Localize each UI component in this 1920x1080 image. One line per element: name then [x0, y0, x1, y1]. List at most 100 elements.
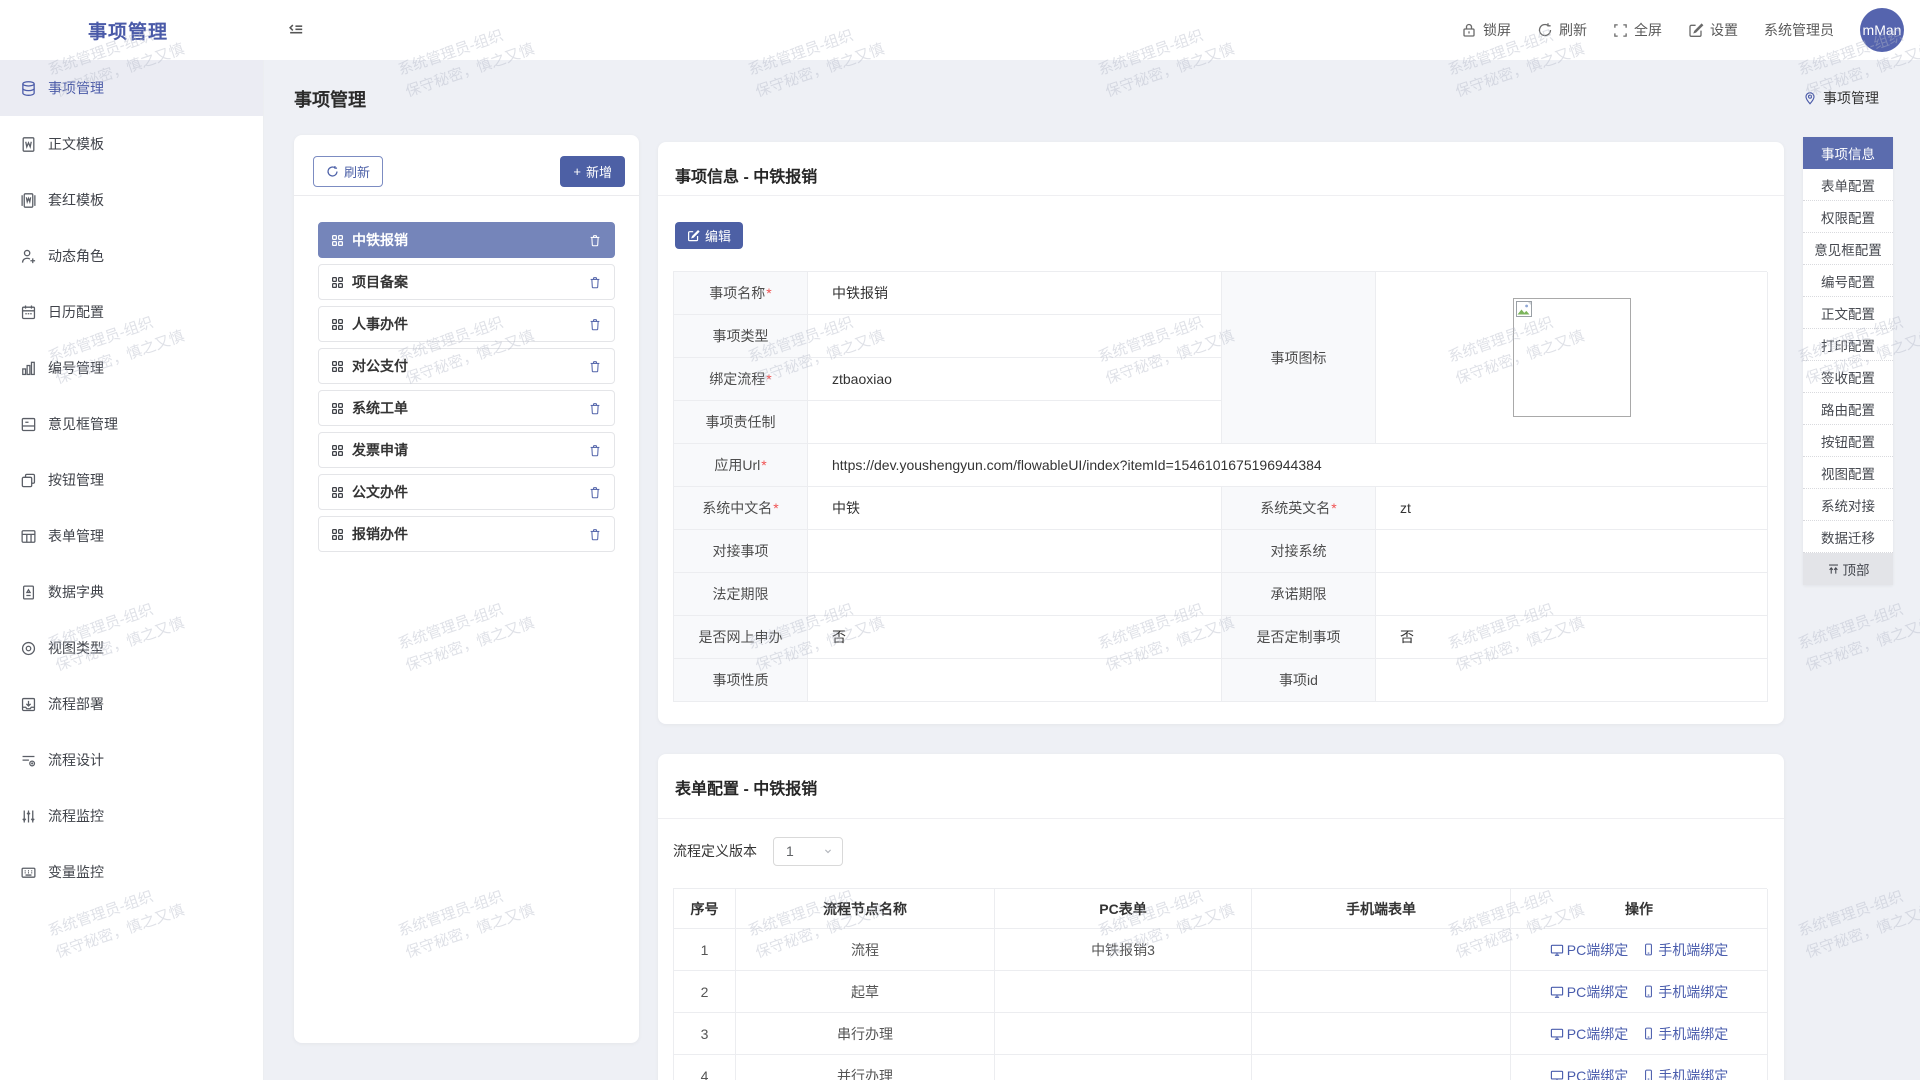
- keyboard-icon: [20, 864, 37, 881]
- list-item[interactable]: 公文办件: [318, 474, 615, 510]
- delete-icon[interactable]: [588, 485, 602, 500]
- list-item[interactable]: 系统工单: [318, 390, 615, 426]
- sidebar-item-button-management[interactable]: 按钮管理: [0, 452, 263, 508]
- comment-box-icon: [20, 416, 37, 433]
- mobile-bind-link[interactable]: 手机端绑定: [1642, 940, 1728, 960]
- sidebar-item-calendar-config[interactable]: 日历配置: [0, 284, 263, 340]
- lock-screen-button[interactable]: 锁屏: [1461, 20, 1511, 40]
- delete-icon[interactable]: [588, 527, 602, 542]
- column-header: 序号: [674, 889, 736, 929]
- menu-fold-icon[interactable]: [286, 21, 306, 39]
- anchor-item[interactable]: 权限配置: [1803, 201, 1893, 233]
- document-icon: [20, 136, 37, 153]
- refresh-button[interactable]: 刷新: [1537, 20, 1587, 40]
- delete-icon[interactable]: [588, 359, 602, 374]
- sidebar-item-dynamic-role[interactable]: 动态角色: [0, 228, 263, 284]
- sidebar-item-data-dictionary[interactable]: 数据字典: [0, 564, 263, 620]
- anchor-item[interactable]: 事项信息: [1803, 137, 1893, 169]
- anchor-item[interactable]: 路由配置: [1803, 393, 1893, 425]
- settings-button[interactable]: 设置: [1688, 20, 1738, 40]
- sidebar-item-number-management[interactable]: 编号管理: [0, 340, 263, 396]
- edit-button[interactable]: 编辑: [675, 222, 744, 249]
- delete-icon[interactable]: [588, 275, 602, 290]
- user-name[interactable]: 系统管理员: [1764, 22, 1834, 38]
- list-item[interactable]: 项目备案: [318, 264, 615, 300]
- sidebar-item-process-design[interactable]: 流程设计: [0, 732, 263, 788]
- anchor-item[interactable]: 按钮配置: [1803, 425, 1893, 457]
- column-header: PC表单: [995, 889, 1252, 929]
- field-value: zt: [1376, 487, 1768, 530]
- anchor-item[interactable]: 签收配置: [1803, 361, 1893, 393]
- field-label: 是否网上申办: [674, 616, 808, 659]
- field-value: [808, 659, 1222, 702]
- sidebar-item-view-type[interactable]: 视图类型: [0, 620, 263, 676]
- map-pin-icon: [1805, 92, 1815, 105]
- version-row: 流程定义版本 1: [673, 836, 843, 866]
- sidebar-item-body-template[interactable]: 正文模板: [0, 116, 263, 172]
- delete-icon[interactable]: [588, 401, 602, 416]
- node-name: 流程: [736, 929, 995, 971]
- sidebar-item-form-management[interactable]: 表单管理: [0, 508, 263, 564]
- anchor-item[interactable]: 系统对接: [1803, 489, 1893, 521]
- list-item[interactable]: 对公支付: [318, 348, 615, 384]
- sidebar-item-process-monitor[interactable]: 流程监控: [0, 788, 263, 844]
- sidebar-item-comment-box-management[interactable]: 意见框管理: [0, 396, 263, 452]
- dictionary-icon: [20, 584, 37, 601]
- pc-bind-link[interactable]: PC端绑定: [1550, 1024, 1628, 1044]
- field-label: 系统中文名 *: [674, 487, 808, 530]
- refresh-icon: [327, 165, 338, 177]
- appstore-icon: [331, 276, 344, 289]
- pc-bind-link[interactable]: PC端绑定: [1550, 940, 1628, 960]
- mobile-bind-link[interactable]: 手机端绑定: [1642, 1066, 1728, 1080]
- anchor-item[interactable]: 编号配置: [1803, 265, 1893, 297]
- back-to-top[interactable]: 顶部: [1803, 553, 1893, 585]
- item-list-panel: 刷新 + 新增 中铁报销 项目备案 人事办件: [294, 135, 639, 1043]
- anchor-item[interactable]: 数据迁移: [1803, 521, 1893, 553]
- to-top-icon: [1828, 564, 1838, 574]
- column-header: 手机端表单: [1252, 889, 1511, 929]
- anchor-item[interactable]: 视图配置: [1803, 457, 1893, 489]
- watermark: 系统管理员-组织 保守秘密，慎之又慎: [1795, 888, 1920, 962]
- form-section-title: 表单配置 - 中铁报销: [675, 781, 818, 798]
- add-item-button[interactable]: + 新增: [560, 156, 625, 187]
- mobile-bind-link[interactable]: 手机端绑定: [1642, 1024, 1728, 1044]
- field-label: 事项类型: [674, 315, 808, 358]
- mobile-bind-link[interactable]: 手机端绑定: [1642, 982, 1728, 1002]
- mobile-form: [1252, 971, 1511, 1013]
- pc-bind-link[interactable]: PC端绑定: [1550, 982, 1628, 1002]
- appstore-icon: [331, 402, 344, 415]
- pc-form: 中铁报销3: [995, 929, 1252, 971]
- form-table: 序号 流程节点名称 PC表单 手机端表单 操作 1 流程 中铁报销3 PC端绑定…: [673, 888, 1768, 1080]
- fullscreen-button[interactable]: 全屏: [1613, 20, 1662, 40]
- fullscreen-icon: [1614, 23, 1627, 37]
- sidebar-item-variable-monitor[interactable]: 变量监控: [0, 844, 263, 900]
- sidebar-item-red-template[interactable]: 套红模板: [0, 172, 263, 228]
- row-no: 2: [674, 971, 736, 1013]
- anchor-item[interactable]: 意见框配置: [1803, 233, 1893, 265]
- anchor-item[interactable]: 打印配置: [1803, 329, 1893, 361]
- sidebar-item-item-management[interactable]: 事项管理: [0, 60, 263, 116]
- phone-icon: [1645, 1027, 1653, 1040]
- version-select[interactable]: 1: [773, 836, 843, 866]
- sidebar: 事项管理 正文模板 套红模板 动态角色 日历配置 编号管理 意见框管理 按钮管: [0, 60, 264, 1080]
- refresh-list-button[interactable]: 刷新: [313, 156, 384, 187]
- field-value: 否: [1376, 616, 1768, 659]
- anchor-item[interactable]: 表单配置: [1803, 169, 1893, 201]
- field-value: ztbaoxiao: [808, 358, 1222, 401]
- delete-icon[interactable]: [588, 317, 602, 332]
- avatar[interactable]: mMan: [1860, 8, 1904, 52]
- watermark: 系统管理员-组织 保守秘密，慎之又慎: [1795, 601, 1920, 675]
- list-item[interactable]: 中铁报销: [318, 222, 615, 258]
- field-label: 事项名称 *: [674, 272, 808, 315]
- calendar-icon: [20, 304, 37, 321]
- pc-bind-link[interactable]: PC端绑定: [1550, 1066, 1628, 1080]
- delete-icon[interactable]: [588, 443, 602, 458]
- app-logo: 事项管理: [88, 22, 169, 43]
- anchor-item[interactable]: 正文配置: [1803, 297, 1893, 329]
- list-item[interactable]: 报销办件: [318, 516, 615, 552]
- sidebar-item-process-deploy[interactable]: 流程部署: [0, 676, 263, 732]
- delete-icon[interactable]: [588, 233, 602, 248]
- list-item[interactable]: 发票申请: [318, 432, 615, 468]
- list-item[interactable]: 人事办件: [318, 306, 615, 342]
